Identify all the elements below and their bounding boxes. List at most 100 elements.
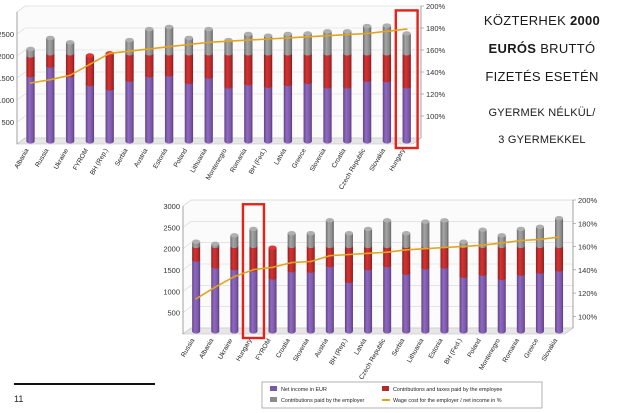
x-tick-label: Croatia [275,337,292,359]
plot-wall [16,5,422,145]
bar-employer-contributions [362,26,372,54]
bar-net-income-base [344,329,353,334]
side-title-word-2000: 2000 [569,13,601,28]
bar-employee-contributions [516,245,525,274]
highlight-box-hungary [241,203,266,340]
bar-net-income-base [125,139,134,144]
bar-net-income-base [555,329,564,334]
bar-net-income-base [402,139,411,144]
bar-net-income-base [249,329,258,334]
bar-top-cap [46,35,55,41]
bar-top-cap [325,218,334,223]
bar-top-cap [287,230,296,236]
series-point-wage-cost [287,37,289,39]
series-point-wage-cost [247,39,250,41]
x-tick-label: BH (Rep.) [89,148,110,177]
bar-employee-contributions [164,53,174,75]
bar-net-income [204,76,213,142]
bar-employee-contributions [402,245,411,273]
bar-top-cap [343,29,352,34]
bar-employer-contributions [323,31,332,54]
bar-employee-contributions-base [263,83,273,89]
bar-top-cap [85,53,95,58]
side-title-line-4: GYERMEK NÉLKÜL/ [488,107,596,119]
series-line-wage-cost [30,28,407,84]
bar-top-cap [362,23,372,29]
x-tick-label: Serbia [114,147,130,167]
x-tick-label: Estonia [428,337,445,360]
bar-employee-contributions-base [343,84,352,89]
bar-net-income [303,81,312,142]
bar-employee-contributions [306,245,315,271]
series-point-wage-cost [443,246,446,249]
plot-wall [182,199,574,335]
x-tick-label: Croatia [331,147,348,169]
series-point-wage-cost [148,48,151,50]
bar-employee-contributions-base [402,270,411,276]
bar-net-income-base [283,139,293,144]
series-point-wage-cost [252,268,255,271]
bar-top-cap [516,226,525,232]
bar-net-income-base [362,139,372,144]
x-tick-label: Romania [502,337,521,364]
bar-employer-contributions [224,40,233,54]
bar-employer-contributions-base [26,53,35,58]
bar-employee-contributions-base [516,271,525,276]
series-point-wage-cost [89,63,91,66]
bar-employee-contributions [383,245,392,266]
bar-net-income-base [402,329,411,334]
y-tick-label: 3000 [163,202,180,211]
bar-employer-contributions [478,229,487,246]
bar-top-cap [402,230,411,236]
bar-employee-contributions [402,53,411,87]
series-point-wage-cost [326,34,329,37]
x-tick-label: Ukraine [217,337,235,360]
bar-net-income [325,265,334,332]
bar-employer-contributions-base [343,51,352,56]
bar-net-income-base [46,139,55,144]
bar-net-income-base [244,139,253,144]
bar-employer-contributions-base [516,243,525,249]
highlight-box-hungary [394,9,419,150]
bar-top-cap [382,23,392,28]
bar-net-income [402,272,411,332]
bar-employer-contributions [249,228,258,246]
bar-net-income [263,85,273,142]
bar-employer-contributions-base [323,51,332,56]
bar-employee-contributions [204,53,213,77]
bar-net-income [145,75,154,142]
bar-net-income-base [224,139,233,144]
x-tick-label: Albania [198,337,215,360]
bar-net-income [230,268,239,332]
bar-employer-contributions [46,37,55,54]
chart-2: 500 1000 1500 2000 2500 3000 100% 120% 140% 160% 1… [163,196,597,381]
bar-net-income [184,81,194,142]
bar-net-income [421,267,430,332]
bar-top-cap [184,35,194,41]
legend-label-wage-cost: Wage cost for the employer / net income … [393,398,502,404]
series-point-wage-cost [386,30,388,33]
series-point-wage-cost [367,252,369,255]
bar-employer-contributions-base [164,51,174,56]
bar-top-cap [283,31,293,37]
bar-employee-contributions-base [287,268,296,273]
bar-net-income [362,79,372,142]
bar-net-income-base [268,329,277,334]
bar-employer-contributions [244,33,253,54]
side-title-line-3: FIZETÉS ESETÉN [485,69,599,84]
series-point-wage-cost [108,52,111,55]
bar-employer-contributions [516,228,525,246]
x-tick-label: Lithuania [406,337,426,364]
bar-net-income-base [230,329,239,334]
bar-top-cap [230,233,239,238]
bar-employee-contributions [303,53,312,82]
y-tick-label: 1000 [163,287,180,296]
bar-employee-contributions [283,53,293,85]
bar-net-income-base [306,329,315,334]
chart-1: 500 1000 1500 2000 2500 100% 120% 140% 160% 180% 2… [0,2,446,191]
bar-employer-contributions [344,233,353,246]
series-point-wage-cost [195,297,198,300]
bar-employer-contributions [325,220,334,246]
bar-employer-contributions [306,233,315,246]
y2-tick-label: 180% [426,24,446,33]
